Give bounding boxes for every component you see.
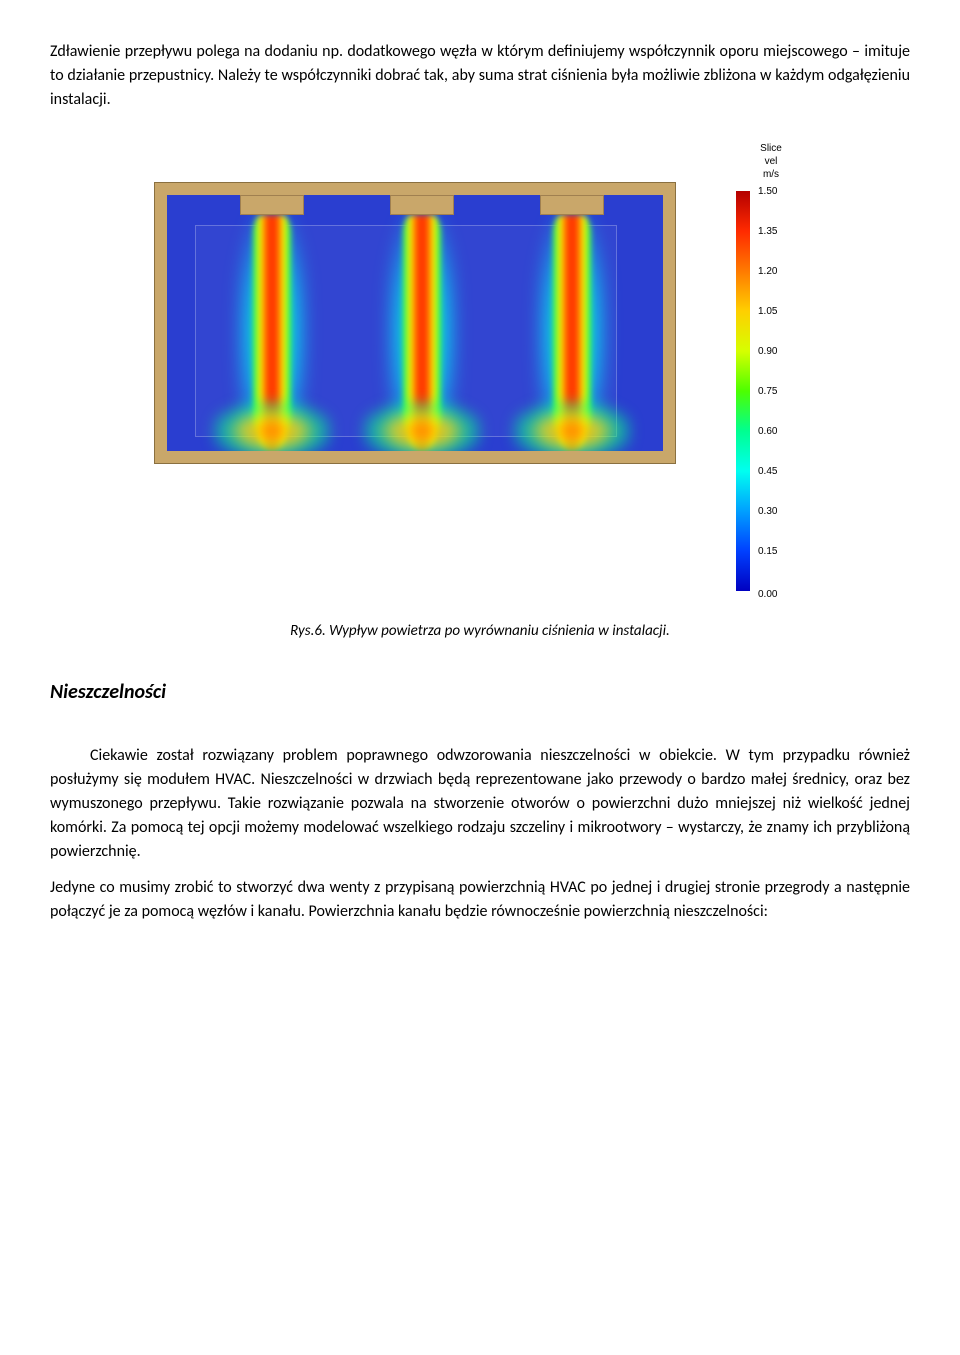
legend-label: 0.30 [758,506,777,517]
legend-swatch [736,231,750,271]
legend-label: 0.90 [758,346,777,357]
legend-swatch [736,191,750,231]
legend-label: 0.75 [758,386,777,397]
figure-container: Slice vel m/s 1.50 1.35 1.20 1.05 0.90 0.75 0.… [50,142,910,602]
legend-row: 0.15 [736,551,806,591]
legend-label: 1.35 [758,226,777,237]
body-paragraph-1: Ciekawie został rozwiązany problem popra… [50,744,910,864]
legend-swatch [736,391,750,431]
legend-title-line3: m/s [736,168,806,181]
inlet-2 [390,195,454,215]
legend-title-line2: vel [736,155,806,168]
legend-swatch [736,551,750,591]
legend-label: 1.50 [758,186,777,197]
figure-caption: Rys.6. Wypływ powietrza po wyrównaniu ci… [50,622,910,640]
legend-title-line1: Slice [736,142,806,155]
legend-title: Slice vel m/s [736,142,806,181]
legend-label: 0.45 [758,466,777,477]
simulation-frame [154,182,676,464]
jet-2 [357,195,487,451]
legend-last-tick: 0.00 [758,589,806,600]
legend-swatch [736,351,750,391]
legend-label: 1.05 [758,306,777,317]
legend-swatch [736,271,750,311]
jet-1 [207,195,337,451]
legend-swatch [736,511,750,551]
inlet-1 [240,195,304,215]
simulation-field [167,195,663,451]
legend-label: 0.60 [758,426,777,437]
legend-label: 0.15 [758,546,777,557]
legend-swatch [736,471,750,511]
inlet-3 [540,195,604,215]
jet-3 [507,195,637,451]
legend-swatch [736,431,750,471]
body-paragraph-2: Jedyne co musimy zrobić to stworzyć dwa … [50,876,910,924]
color-legend: Slice vel m/s 1.50 1.35 1.20 1.05 0.90 0.75 0.… [736,142,806,602]
legend-swatch [736,311,750,351]
legend-label: 1.20 [758,266,777,277]
intro-paragraph: Zdławienie przepływu polega na dodaniu n… [50,40,910,112]
section-heading: Nieszczelności [50,680,910,704]
